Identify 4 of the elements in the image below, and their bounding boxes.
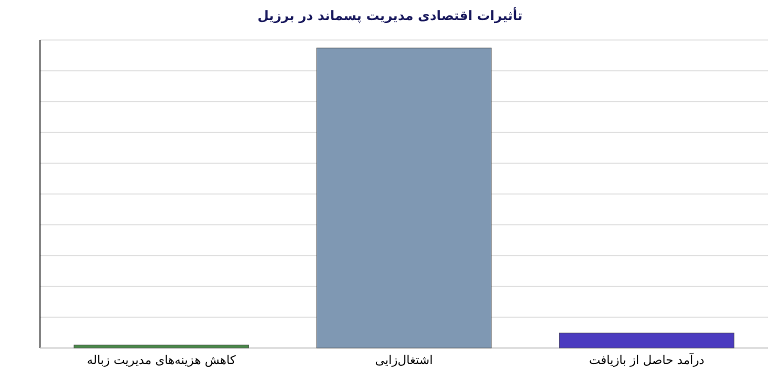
x-tick-label: درآمد حاصل از بازیافت bbox=[588, 352, 704, 367]
x-tick-label: کاهش هزینه‌های مدیریت زباله bbox=[86, 353, 236, 367]
title: تأثیرات اقتصادی مدیریت پسماند در برزیل bbox=[257, 9, 523, 24]
x-tick-label: اشتغال‌زایی bbox=[375, 353, 433, 367]
